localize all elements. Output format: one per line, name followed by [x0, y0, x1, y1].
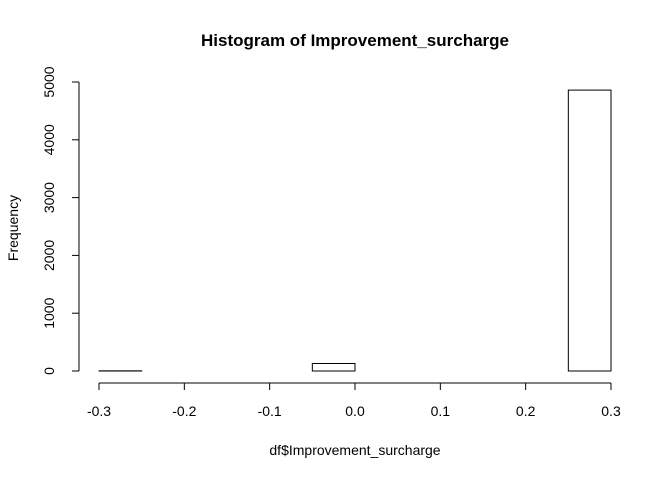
x-tick-label-2: -0.1 [258, 403, 282, 419]
x-tick-label-6: 0.3 [601, 403, 621, 419]
bars-group [98, 89, 612, 372]
histogram-bar-11 [567, 89, 612, 372]
y-tick-label-0: 0 [41, 367, 57, 375]
x-axis: -0.3 -0.2 -0.1 0.0 0.1 0.2 0.3 [87, 382, 621, 419]
y-tick-label-1: 1000 [41, 297, 57, 328]
x-tick-label-0: -0.3 [87, 403, 111, 419]
chart-title: Histogram of Improvement_surcharge [201, 31, 509, 50]
y-axis: 0 1000 2000 3000 4000 5000 [41, 66, 80, 375]
y-tick-label-3: 3000 [41, 182, 57, 213]
x-axis-label: df$Improvement_surcharge [269, 442, 440, 458]
y-tick-label-2: 2000 [41, 240, 57, 271]
y-tick-label-4: 4000 [41, 124, 57, 155]
y-tick-label-5: 5000 [41, 66, 57, 97]
x-tick-label-5: 0.2 [516, 403, 536, 419]
x-tick-label-4: 0.1 [431, 403, 451, 419]
x-tick-label-1: -0.2 [172, 403, 196, 419]
histogram-bar-5 [311, 362, 356, 372]
x-tick-label-3: 0.0 [345, 403, 365, 419]
y-axis-label: Frequency [5, 195, 21, 261]
